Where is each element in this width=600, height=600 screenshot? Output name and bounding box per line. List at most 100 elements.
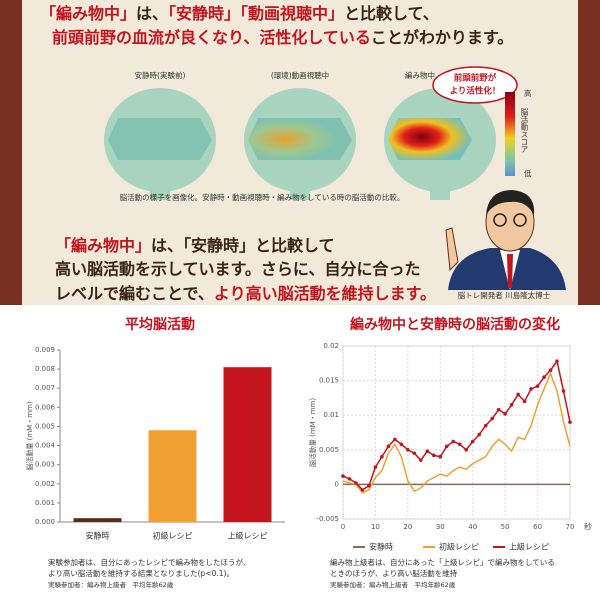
y-tick-label: 0.003 (35, 461, 55, 469)
x-tick-label: 30 (436, 523, 445, 531)
brain-label: 安静時(実験前) (135, 70, 186, 80)
color-scale (505, 92, 515, 176)
bar (148, 430, 197, 522)
y-tick-label: 0.008 (35, 365, 55, 373)
chart-title: 平均脳活動 (125, 316, 195, 333)
scan (248, 118, 352, 160)
marker (516, 392, 520, 397)
y-tick-label: 0.02 (323, 342, 339, 350)
marker (373, 465, 378, 469)
marker (412, 451, 417, 456)
credit-box (436, 290, 572, 302)
hand (445, 227, 459, 272)
y-tick-label: 0.015 (319, 377, 339, 385)
marker (354, 481, 358, 485)
marker (496, 407, 501, 412)
marker (393, 437, 397, 442)
marker (555, 359, 559, 364)
marker (425, 449, 430, 453)
y-tick-label: 0.005 (319, 446, 339, 454)
bar (223, 367, 272, 522)
note: ときのほうが、より高い脳活動を維持 (330, 568, 458, 578)
marker (464, 448, 469, 452)
chart-title: 編み物中と安静時の脳活動の変化 (350, 316, 560, 333)
marker (367, 483, 371, 488)
x-tick-label: 安静時 (86, 531, 110, 541)
em: 「編み物中」 (40, 4, 136, 23)
stem (150, 186, 170, 200)
marker (529, 387, 533, 391)
marker (548, 368, 553, 373)
marker (483, 423, 488, 428)
callout-text: より活性化！ (450, 86, 501, 97)
marker (490, 416, 494, 421)
y-axis-label: 脳活動量 (mM・mm) (308, 398, 317, 467)
txt: レベルで編むことで、 (55, 284, 214, 303)
hair (486, 190, 535, 215)
marker (535, 384, 540, 388)
marker (509, 403, 514, 407)
credit: 脳トレ開発者 川島隆太博士 (458, 290, 551, 300)
marker (406, 448, 410, 452)
marker (419, 458, 423, 462)
note: より高い脳活動を維持する結果となりました(p<0.1)。 (48, 568, 234, 578)
y-axis-label: 脳活動量 (mM・mm) (25, 401, 34, 470)
bar (73, 518, 122, 522)
scale-label: 高 (524, 88, 532, 98)
y-tick-label: 0.002 (35, 480, 55, 488)
txt: ことがわかります。 (371, 28, 513, 47)
note: 実験参加者：編み物上級者 平均年齢62歳 (48, 580, 174, 589)
marker (542, 375, 546, 379)
em: より高い脳活動を維持します。 (214, 284, 436, 303)
headline-2: 前頭前野の血流が良くなり、活性化していることがわかります。 (52, 28, 513, 47)
brain-label: 編み物中 (405, 70, 435, 80)
glasses (493, 213, 507, 227)
y-tick-label: 0.007 (35, 384, 55, 392)
note: 実験参加者は、自分にあったレシピで編み物をしたほうが、 (48, 557, 250, 567)
scan (388, 118, 472, 160)
note: 編み物上級者は、自分にあった「上級レシピ」で編み物をしている (330, 557, 555, 567)
y-tick-label: 0.006 (35, 403, 56, 411)
marker (503, 412, 507, 416)
message-2: 高い脳活動を示しています。さらに、自分に合った (55, 260, 420, 279)
message-3: レベルで編むことで、より高い脳活動を維持します。 (55, 284, 436, 303)
caption: 脳活動の様子を画像化。安静時・動画視聴時・編み物をしている時の脳活動の比較。 (120, 192, 405, 202)
marker (360, 488, 365, 492)
x-tick-label: 50 (501, 523, 510, 531)
x-tick-label: 40 (468, 523, 477, 531)
x-tick-label: 初級レシピ (153, 531, 193, 541)
marker (522, 399, 527, 404)
scale-label: 低 (524, 168, 532, 178)
y-tick-label: 0 (335, 480, 339, 488)
plot-frame (342, 345, 571, 520)
marker (470, 439, 475, 444)
marker (444, 444, 449, 449)
y-tick-label: 0.005 (35, 422, 55, 430)
em: 「安静時」「動画視聴中」 (168, 4, 344, 23)
marker (380, 454, 384, 459)
doctor: 脳トレ開発者 川島隆太博士 (436, 190, 572, 302)
txt: は、 (136, 4, 168, 23)
marker (341, 474, 345, 478)
x-tick-label: 0 (341, 523, 345, 531)
headline-1: 「編み物中」は、「安静時」「動画視聴中」と比較して、 (40, 4, 439, 23)
x-tick-label: 20 (403, 523, 412, 531)
marker (386, 444, 391, 449)
y-tick-label: -0.005 (316, 515, 339, 523)
tie (507, 254, 513, 288)
brains: 安静時(実験前) (環境)動画視聴中 編み物中 前頭前野が より活性化！ 高 脳… (104, 66, 532, 202)
marker (399, 442, 404, 447)
stem (290, 186, 310, 200)
scale-label: 脳活動スコア (520, 107, 529, 154)
x-tick-label: 60 (533, 523, 542, 531)
message-1: 「編み物中」は、「安静時」と比較して (55, 236, 335, 255)
callout (432, 66, 518, 104)
x-axis-label: 秒 (584, 522, 592, 532)
callout-text: 前頭前野が (454, 73, 497, 84)
txt: と比較して、 (344, 4, 439, 23)
legend-label: 安静時 (369, 542, 393, 552)
brain-label: (環境)動画視聴中 (271, 70, 329, 80)
y-tick-label: 0.009 (35, 346, 55, 354)
